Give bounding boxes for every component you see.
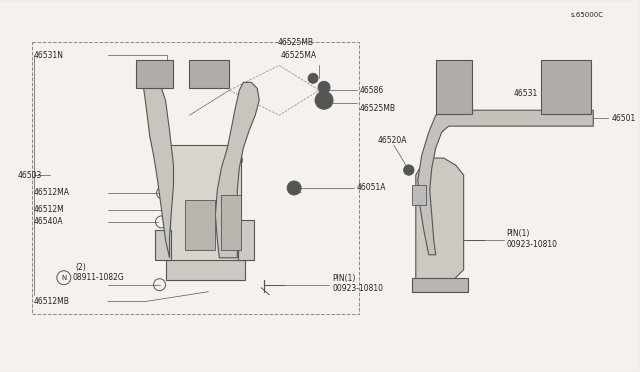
Text: 46512M: 46512M — [34, 205, 65, 214]
Circle shape — [425, 204, 452, 232]
Circle shape — [172, 265, 182, 275]
Circle shape — [319, 95, 329, 105]
Bar — [238, 220, 254, 260]
Circle shape — [227, 152, 243, 168]
Bar — [136, 60, 173, 88]
Bar — [412, 185, 426, 205]
Text: 46525MA: 46525MA — [281, 51, 317, 60]
Bar — [170, 145, 241, 263]
Circle shape — [172, 155, 182, 165]
Circle shape — [168, 152, 184, 168]
Text: 46525MB: 46525MB — [360, 104, 396, 113]
Circle shape — [287, 181, 301, 195]
Text: PIN(1): PIN(1) — [332, 274, 355, 283]
Text: 46531: 46531 — [513, 89, 538, 98]
Polygon shape — [416, 158, 463, 280]
Polygon shape — [418, 110, 593, 255]
Bar — [166, 260, 245, 280]
Circle shape — [186, 200, 222, 236]
Circle shape — [191, 204, 218, 232]
Circle shape — [321, 84, 327, 90]
Circle shape — [308, 73, 318, 83]
Bar — [541, 60, 591, 114]
Circle shape — [229, 155, 239, 165]
Bar — [436, 60, 472, 114]
Text: (2): (2) — [76, 263, 86, 272]
Bar — [186, 200, 216, 250]
Text: 46512MA: 46512MA — [34, 189, 70, 198]
Circle shape — [420, 261, 428, 269]
Text: 46540A: 46540A — [34, 217, 63, 227]
Text: 08911-1082G: 08911-1082G — [73, 273, 125, 282]
Bar — [32, 42, 359, 314]
Text: 46503: 46503 — [18, 170, 42, 180]
Bar — [189, 60, 229, 88]
Polygon shape — [143, 82, 173, 258]
Circle shape — [417, 258, 431, 272]
Circle shape — [168, 262, 184, 278]
Circle shape — [290, 184, 298, 192]
Text: 46531N: 46531N — [34, 51, 64, 60]
Text: N: N — [61, 275, 67, 281]
Circle shape — [404, 165, 414, 175]
Bar — [412, 278, 468, 292]
Text: 46501: 46501 — [611, 114, 636, 123]
Text: 46512MB: 46512MB — [34, 297, 70, 306]
Bar — [221, 195, 241, 250]
Circle shape — [229, 265, 239, 275]
Bar — [154, 230, 170, 260]
Text: 46586: 46586 — [360, 86, 384, 95]
Polygon shape — [216, 82, 259, 258]
Text: 46051A: 46051A — [357, 183, 387, 192]
Circle shape — [227, 262, 243, 278]
Circle shape — [310, 76, 316, 81]
Text: 00923-10810: 00923-10810 — [332, 284, 383, 293]
Text: s.65000C: s.65000C — [570, 13, 604, 19]
Circle shape — [318, 81, 330, 93]
Text: 46520A: 46520A — [378, 136, 408, 145]
Text: 46525MB: 46525MB — [277, 38, 313, 47]
Circle shape — [315, 91, 333, 109]
Circle shape — [429, 209, 448, 227]
Text: 00923-10810: 00923-10810 — [506, 240, 557, 249]
Text: PIN(1): PIN(1) — [506, 230, 530, 238]
